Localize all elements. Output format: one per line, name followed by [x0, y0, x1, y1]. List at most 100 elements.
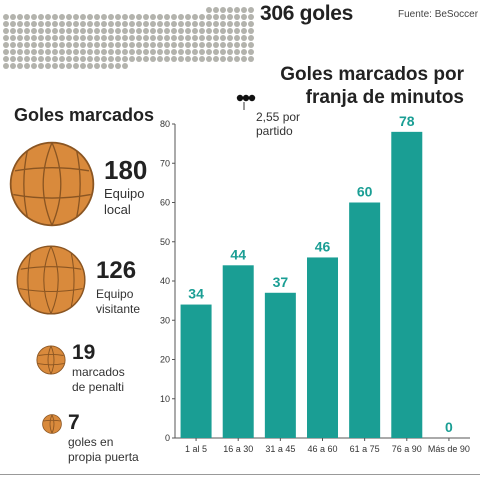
- average-connector: [243, 102, 245, 110]
- goal-dot: [101, 21, 107, 27]
- goal-dot: [59, 35, 65, 41]
- goal-dot: [10, 63, 16, 69]
- goal-dot: [164, 21, 170, 27]
- goal-dot: [220, 28, 226, 34]
- per-match-annotation: 2,55 por partido: [256, 110, 300, 138]
- goal-dot: [241, 42, 247, 48]
- goal-dot: [248, 49, 254, 55]
- goal-dot: [101, 14, 107, 20]
- goal-dot: [3, 28, 9, 34]
- goal-dot: [31, 42, 37, 48]
- goal-dot: [129, 14, 135, 20]
- goal-dot: [178, 49, 184, 55]
- goal-dot: [227, 42, 233, 48]
- x-tick-label: 76 a 90: [392, 444, 422, 454]
- goal-dot: [136, 28, 142, 34]
- goal-dot: [178, 56, 184, 62]
- goal-dot: [199, 56, 205, 62]
- goal-dot: [164, 42, 170, 48]
- goal-dot: [45, 21, 51, 27]
- goal-dot: [136, 49, 142, 55]
- goal-dot: [52, 28, 58, 34]
- goal-dot: [3, 56, 9, 62]
- goal-dot: [192, 21, 198, 27]
- goal-dot: [220, 35, 226, 41]
- bar: [307, 257, 338, 438]
- goal-dot: [178, 28, 184, 34]
- goal-dot: [143, 49, 149, 55]
- goal-dot: [31, 35, 37, 41]
- goal-dot: [227, 35, 233, 41]
- goal-dot: [227, 56, 233, 62]
- goal-dot: [38, 14, 44, 20]
- bar: [222, 265, 254, 438]
- goal-dot: [17, 28, 23, 34]
- goal-dot: [66, 63, 72, 69]
- goal-dot: [129, 49, 135, 55]
- total-goals-title: 306 goles: [260, 2, 354, 25]
- y-tick-label: 0: [165, 433, 170, 443]
- goal-dot: [150, 56, 156, 62]
- goal-dot: [129, 42, 135, 48]
- goal-dot: [94, 42, 100, 48]
- y-tick-label: 10: [160, 394, 170, 404]
- goal-dot: [178, 35, 184, 41]
- goal-dot: [206, 35, 212, 41]
- goal-dot: [129, 21, 135, 27]
- goal-dot: [248, 42, 254, 48]
- goal-dot: [94, 21, 100, 27]
- goal-dot: [3, 35, 9, 41]
- goal-dot: [17, 49, 23, 55]
- bar: [391, 131, 423, 438]
- goal-dot: [87, 28, 93, 34]
- goal-dot: [248, 7, 254, 13]
- goal-dot: [185, 14, 191, 20]
- bar: [264, 292, 296, 438]
- goal-dot: [150, 35, 156, 41]
- goal-dot: [24, 21, 30, 27]
- goal-dot: [94, 35, 100, 41]
- goal-dot: [241, 28, 247, 34]
- y-tick-label: 70: [160, 158, 170, 168]
- goal-dot: [206, 42, 212, 48]
- goal-dot: [150, 21, 156, 27]
- source-label: Fuente: BeSoccer: [398, 9, 479, 20]
- goal-dot: [199, 49, 205, 55]
- stat-home: 180 Equipo local: [104, 157, 147, 218]
- goal-dot: [17, 56, 23, 62]
- goal-dot: [3, 14, 9, 20]
- stat-own-goals: 7 goles en propia puerta: [68, 412, 139, 465]
- goal-dot: [38, 21, 44, 27]
- goal-dot: [59, 42, 65, 48]
- goal-dot: [31, 14, 37, 20]
- goal-dot: [164, 35, 170, 41]
- stat-value: 7: [68, 411, 80, 434]
- goal-dot: [150, 49, 156, 55]
- goal-dot: [248, 21, 254, 27]
- goal-dot: [10, 49, 16, 55]
- goal-dot: [101, 35, 107, 41]
- goal-dot: [213, 14, 219, 20]
- goal-dot: [10, 56, 16, 62]
- goal-dot: [87, 35, 93, 41]
- y-tick-label: 30: [160, 315, 170, 325]
- goal-dot: [199, 35, 205, 41]
- stat-label: goles en: [68, 435, 114, 449]
- goal-dot: [24, 28, 30, 34]
- goal-dot: [164, 28, 170, 34]
- goal-dot: [241, 35, 247, 41]
- goal-dot: [10, 21, 16, 27]
- chart-title: Goles marcados por franja de minutos: [244, 63, 464, 109]
- goal-dot: [248, 14, 254, 20]
- ball-icon: [16, 245, 86, 315]
- goal-dot: [129, 56, 135, 62]
- x-tick-label: Más de 90: [428, 444, 470, 454]
- goal-dot: [122, 49, 128, 55]
- goal-dot: [227, 21, 233, 27]
- goal-dot: [248, 28, 254, 34]
- goal-dot: [185, 56, 191, 62]
- goal-dot: [227, 49, 233, 55]
- x-tick-label: 16 a 30: [223, 444, 253, 454]
- goal-dot: [220, 56, 226, 62]
- goal-dot: [59, 14, 65, 20]
